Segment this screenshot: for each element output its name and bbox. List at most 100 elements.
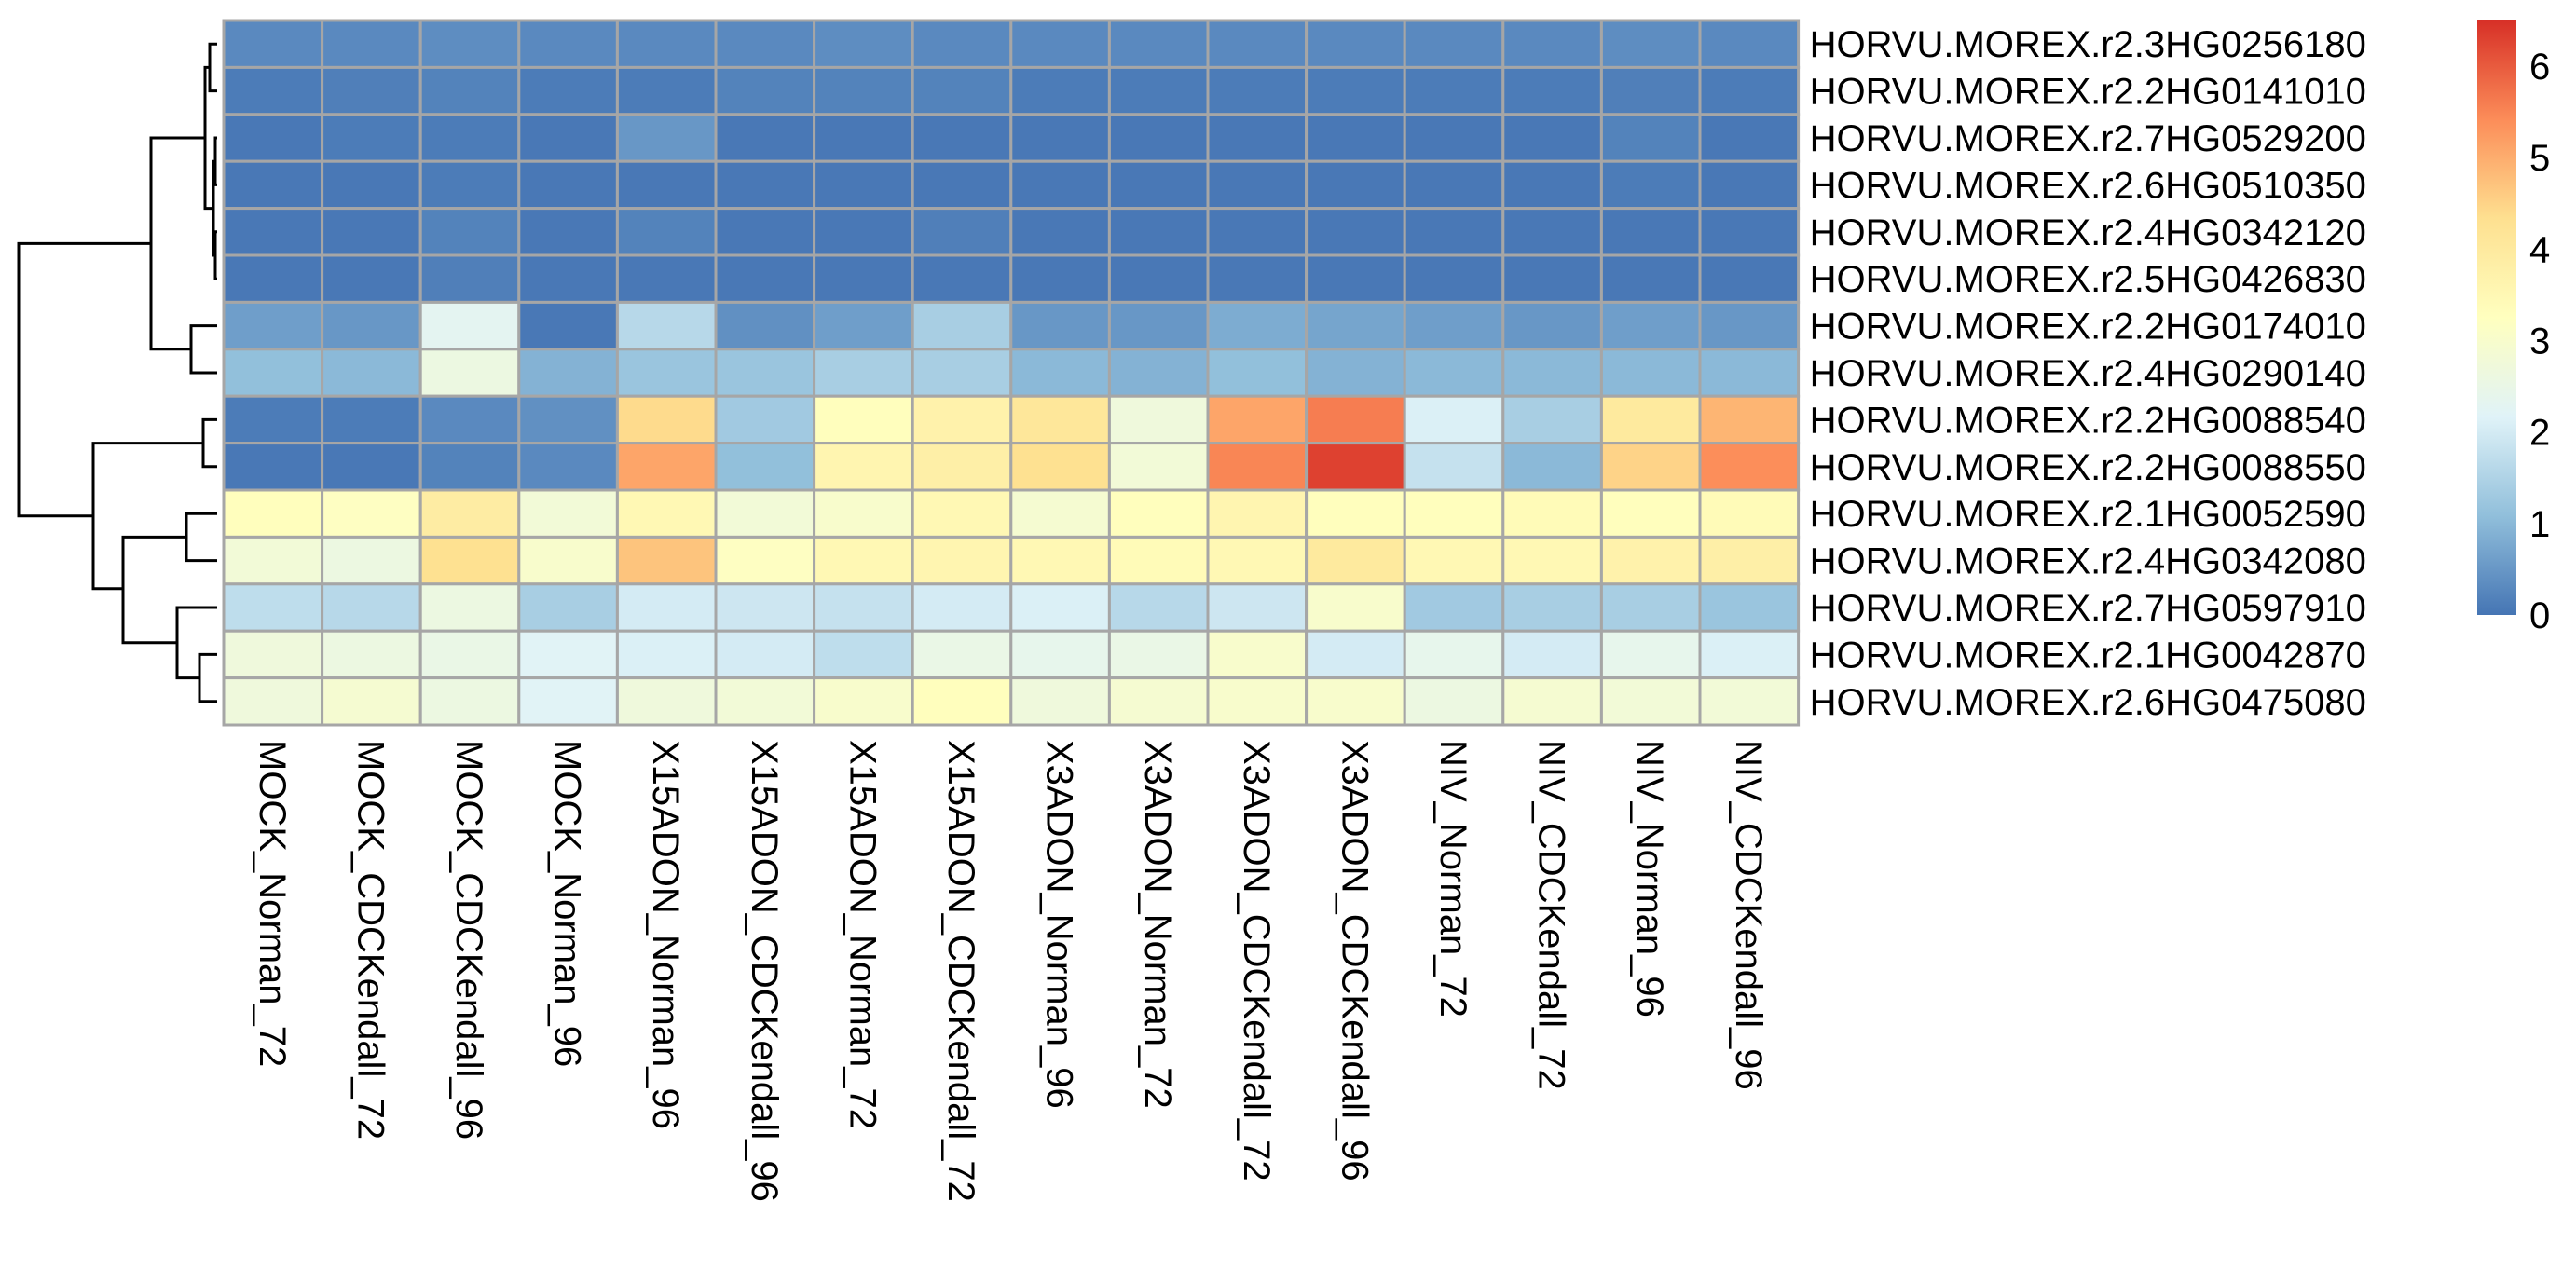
heatmap-cell: [1107, 348, 1210, 398]
heatmap-cell: [1206, 676, 1309, 727]
heatmap-cell: [1403, 488, 1505, 539]
heatmap-cell: [1501, 253, 1603, 304]
column-labels: MOCK_Norman_72 MOCK_CDCKendall_72 MOCK_CDC…: [252, 740, 1769, 1202]
heatmap-cell: [813, 300, 914, 351]
heatmap-cell: [1305, 535, 1406, 586]
heatmap-cell: [222, 300, 324, 351]
heatmap-cell: [222, 19, 324, 69]
heatmap-cell: [222, 113, 324, 163]
heatmap-cell: [714, 19, 816, 69]
row-label: HORVU.MOREX.r2.6HG0510350: [1810, 165, 2366, 206]
heatmap-cell: [813, 253, 914, 304]
heatmap-cell: [1305, 113, 1406, 163]
heatmap-cell: [1698, 253, 1801, 304]
heatmap-cell: [418, 300, 521, 351]
heatmap-cell: [321, 159, 422, 211]
heatmap-cell: [1305, 629, 1406, 680]
heatmap-cell: [714, 300, 816, 351]
heatmap-cell: [1698, 19, 1801, 69]
heatmap-cell: [1599, 442, 1702, 492]
color-scale-tick: 6: [2529, 47, 2550, 88]
column-label: X15ADON_Norman_96: [645, 740, 686, 1129]
heatmap-cell: [911, 348, 1013, 398]
dendrogram-branch: [185, 512, 217, 563]
heatmap-cell: [813, 676, 914, 727]
heatmap-cell: [813, 629, 914, 680]
heatmap-cell: [615, 207, 718, 257]
heatmap-cell: [1107, 629, 1210, 680]
color-scale-tick: 3: [2529, 321, 2550, 362]
heatmap-cell: [1107, 582, 1210, 633]
heatmap-cell: [911, 65, 1013, 116]
heatmap-cell: [321, 113, 422, 163]
heatmap-cell: [911, 535, 1013, 586]
color-scale-tick: 5: [2529, 138, 2550, 179]
heatmap-cell: [1403, 113, 1505, 163]
heatmap-cell: [418, 113, 521, 163]
heatmap-cell: [418, 159, 521, 211]
heatmap-cell: [1501, 442, 1603, 492]
heatmap-cell: [714, 535, 816, 586]
heatmap-cell: [418, 253, 521, 304]
heatmap-cell: [321, 65, 422, 116]
column-label: MOCK_CDCKendall_72: [349, 740, 391, 1140]
column-label: NIV_CDCKendall_96: [1728, 740, 1769, 1090]
heatmap-cell: [1009, 300, 1111, 351]
heatmap-cell: [1009, 394, 1111, 445]
heatmap-cell: [1206, 348, 1309, 398]
heatmap-cell: [1206, 253, 1309, 304]
heatmap-cell: [222, 65, 324, 116]
heatmap-cell: [1698, 676, 1801, 727]
heatmap-cell: [1009, 159, 1111, 211]
heatmap-cell: [1501, 394, 1603, 445]
heatmap-cell: [1009, 582, 1111, 633]
heatmap-cell: [418, 629, 521, 680]
heatmap-cell: [222, 535, 324, 586]
heatmap-cell: [1698, 113, 1801, 163]
dendrogram-branch: [213, 136, 217, 186]
row-label: HORVU.MOREX.r2.4HG0290140: [1810, 353, 2366, 394]
heatmap-cell: [321, 207, 422, 257]
heatmap-cell: [1107, 253, 1210, 304]
heatmap-cell: [1698, 300, 1801, 351]
heatmap-cell: [714, 488, 816, 539]
heatmap-cell: [615, 65, 718, 116]
heatmap-cell: [517, 348, 619, 398]
heatmap-cell: [321, 582, 422, 633]
heatmap-cell: [1107, 207, 1210, 257]
heatmap-cell: [418, 582, 521, 633]
color-scale-legend: 0 1 2 3 4 5 6: [2477, 20, 2550, 636]
heatmap-cell: [1698, 348, 1801, 398]
heatmap-cell: [517, 629, 619, 680]
heatmap-cell: [1305, 159, 1406, 211]
heatmap-cell: [1599, 348, 1702, 398]
row-label: HORVU.MOREX.r2.1HG0052590: [1810, 494, 2366, 535]
heatmap-cell: [911, 629, 1013, 680]
heatmap-cell: [1501, 65, 1603, 116]
heatmap-cell: [1305, 394, 1406, 445]
row-label: HORVU.MOREX.r2.6HG0475080: [1810, 682, 2366, 723]
row-label: HORVU.MOREX.r2.1HG0042870: [1810, 635, 2366, 676]
heatmap-cell: [813, 442, 914, 492]
heatmap-cell: [1107, 488, 1210, 539]
heatmap-cell: [517, 207, 619, 257]
heatmap-cell: [1403, 629, 1505, 680]
row-label: HORVU.MOREX.r2.2HG0088540: [1810, 400, 2366, 441]
heatmap-cell: [418, 207, 521, 257]
heatmap-cell: [615, 300, 718, 351]
heatmap-cell: [1698, 582, 1801, 633]
heatmap-cell: [1305, 65, 1406, 116]
heatmap-cell: [321, 442, 422, 492]
heatmap-cell: [714, 253, 816, 304]
heatmap-cell: [714, 65, 816, 116]
heatmap-cell: [1599, 300, 1702, 351]
heatmap-cell: [1599, 159, 1702, 211]
heatmap-cell: [1501, 629, 1603, 680]
heatmap-cell: [1009, 535, 1111, 586]
heatmap-cell: [1698, 207, 1801, 257]
heatmap-cell: [222, 676, 324, 727]
row-label: HORVU.MOREX.r2.2HG0088550: [1810, 447, 2366, 488]
column-label: NIV_CDCKendall_72: [1531, 740, 1572, 1090]
heatmap-cell: [1599, 65, 1702, 116]
heatmap-cell: [615, 488, 718, 539]
